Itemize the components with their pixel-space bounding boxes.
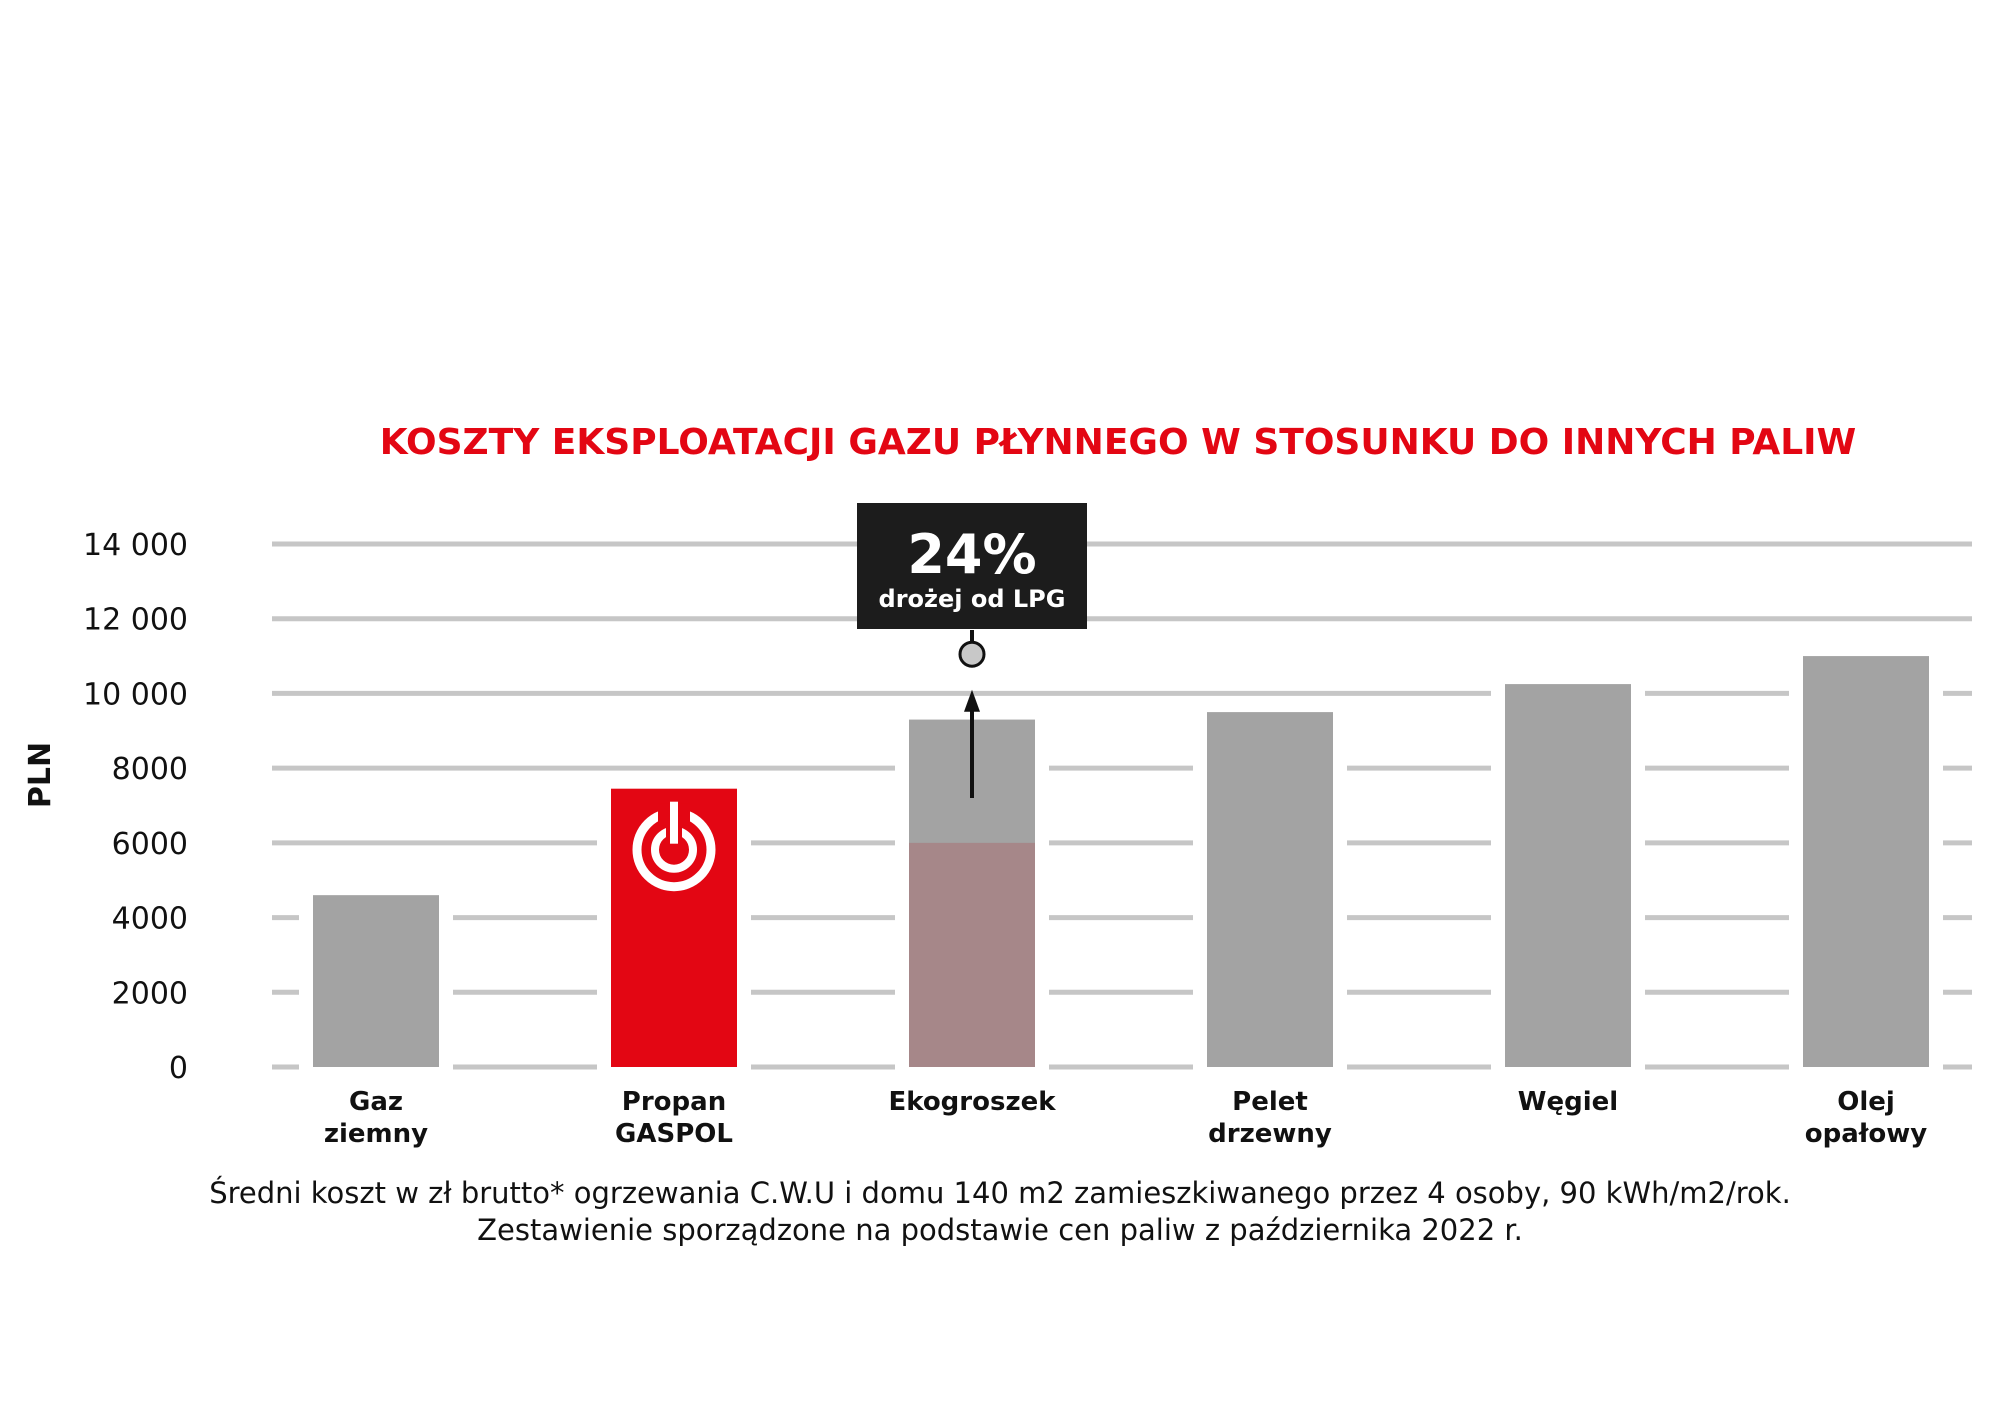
marker-dot [958, 640, 986, 668]
power-icon [632, 801, 716, 892]
y-tick-label: 0 [169, 1051, 188, 1086]
callout: 24%drożej od LPG [857, 503, 1087, 799]
chart-title: KOSZTY EKSPLOATACJI GAZU PŁYNNEGO W STOS… [380, 422, 1857, 463]
x-category-label: drzewny [1208, 1119, 1332, 1149]
x-category-label: ziemny [324, 1119, 428, 1149]
x-category-label: Gaz [349, 1087, 403, 1117]
bar [313, 895, 439, 1067]
x-category-label: Ekogroszek [888, 1087, 1056, 1117]
x-category-label: Propan [622, 1087, 726, 1117]
y-tick-label: 6000 [112, 827, 188, 862]
bar [1207, 712, 1333, 1067]
x-category-label: Węgiel [1518, 1087, 1618, 1117]
y-axis-ticks: 0 2000 4000 6000 8000 10 000 12 000 14 000 [83, 528, 188, 1086]
callout-percentage: 24% [907, 523, 1036, 586]
x-category-label: GASPOL [615, 1119, 733, 1149]
footnote-line-2: Zestawienie sporządzone na podstawie cen… [477, 1213, 1523, 1247]
bar [1505, 684, 1631, 1067]
arrow-up-icon [964, 689, 980, 712]
bars [299, 656, 1943, 1071]
y-tick-label: 14 000 [83, 528, 188, 563]
y-tick-label: 8000 [112, 752, 188, 787]
y-tick-label: 4000 [112, 902, 188, 937]
y-axis-label: PLN [23, 742, 58, 808]
y-tick-label: 2000 [112, 976, 188, 1011]
bar [1803, 656, 1929, 1067]
bar-overlay-segment [909, 842, 1035, 1067]
x-category-label: opałowy [1805, 1119, 1928, 1149]
grid-lines [272, 541, 1972, 1070]
callout-box [857, 503, 1087, 629]
callout-caption: drożej od LPG [879, 585, 1066, 613]
y-tick-label: 12 000 [83, 603, 188, 638]
x-category-label: Olej [1837, 1087, 1895, 1117]
x-category-label: Pelet [1232, 1087, 1308, 1117]
footnote-line-1: Średni koszt w zł brutto* ogrzewania C.W… [209, 1176, 1791, 1210]
y-tick-label: 10 000 [83, 677, 188, 712]
